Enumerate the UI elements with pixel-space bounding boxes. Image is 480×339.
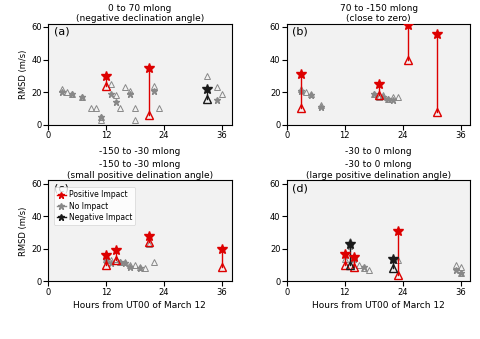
X-axis label: Hours from UT00 of March 12: Hours from UT00 of March 12 bbox=[312, 301, 445, 310]
Text: (d): (d) bbox=[292, 183, 308, 193]
X-axis label: Hours from UT00 of March 12: Hours from UT00 of March 12 bbox=[73, 301, 206, 310]
Title: -150 to -30 mlong
(small positive delination angle): -150 to -30 mlong (small positive delina… bbox=[67, 160, 213, 180]
Title: -30 to 0 mlong
(large positive delination angle): -30 to 0 mlong (large positive delinatio… bbox=[306, 160, 451, 180]
Legend: Positive Impact, No Impact, Negative Impact: Positive Impact, No Impact, Negative Imp… bbox=[54, 187, 135, 225]
Title: 70 to -150 mlong
(close to zero): 70 to -150 mlong (close to zero) bbox=[339, 3, 418, 23]
Text: (c): (c) bbox=[53, 183, 68, 193]
Text: (a): (a) bbox=[53, 27, 69, 37]
Text: -30 to 0 mlong: -30 to 0 mlong bbox=[345, 147, 412, 156]
Text: (b): (b) bbox=[292, 27, 308, 37]
Title: 0 to 70 mlong
(negative declination angle): 0 to 70 mlong (negative declination angl… bbox=[76, 3, 204, 23]
Y-axis label: RMSD (m/s): RMSD (m/s) bbox=[19, 206, 28, 256]
Y-axis label: RMSD (m/s): RMSD (m/s) bbox=[19, 49, 28, 99]
Text: -150 to -30 mlong: -150 to -30 mlong bbox=[99, 147, 180, 156]
